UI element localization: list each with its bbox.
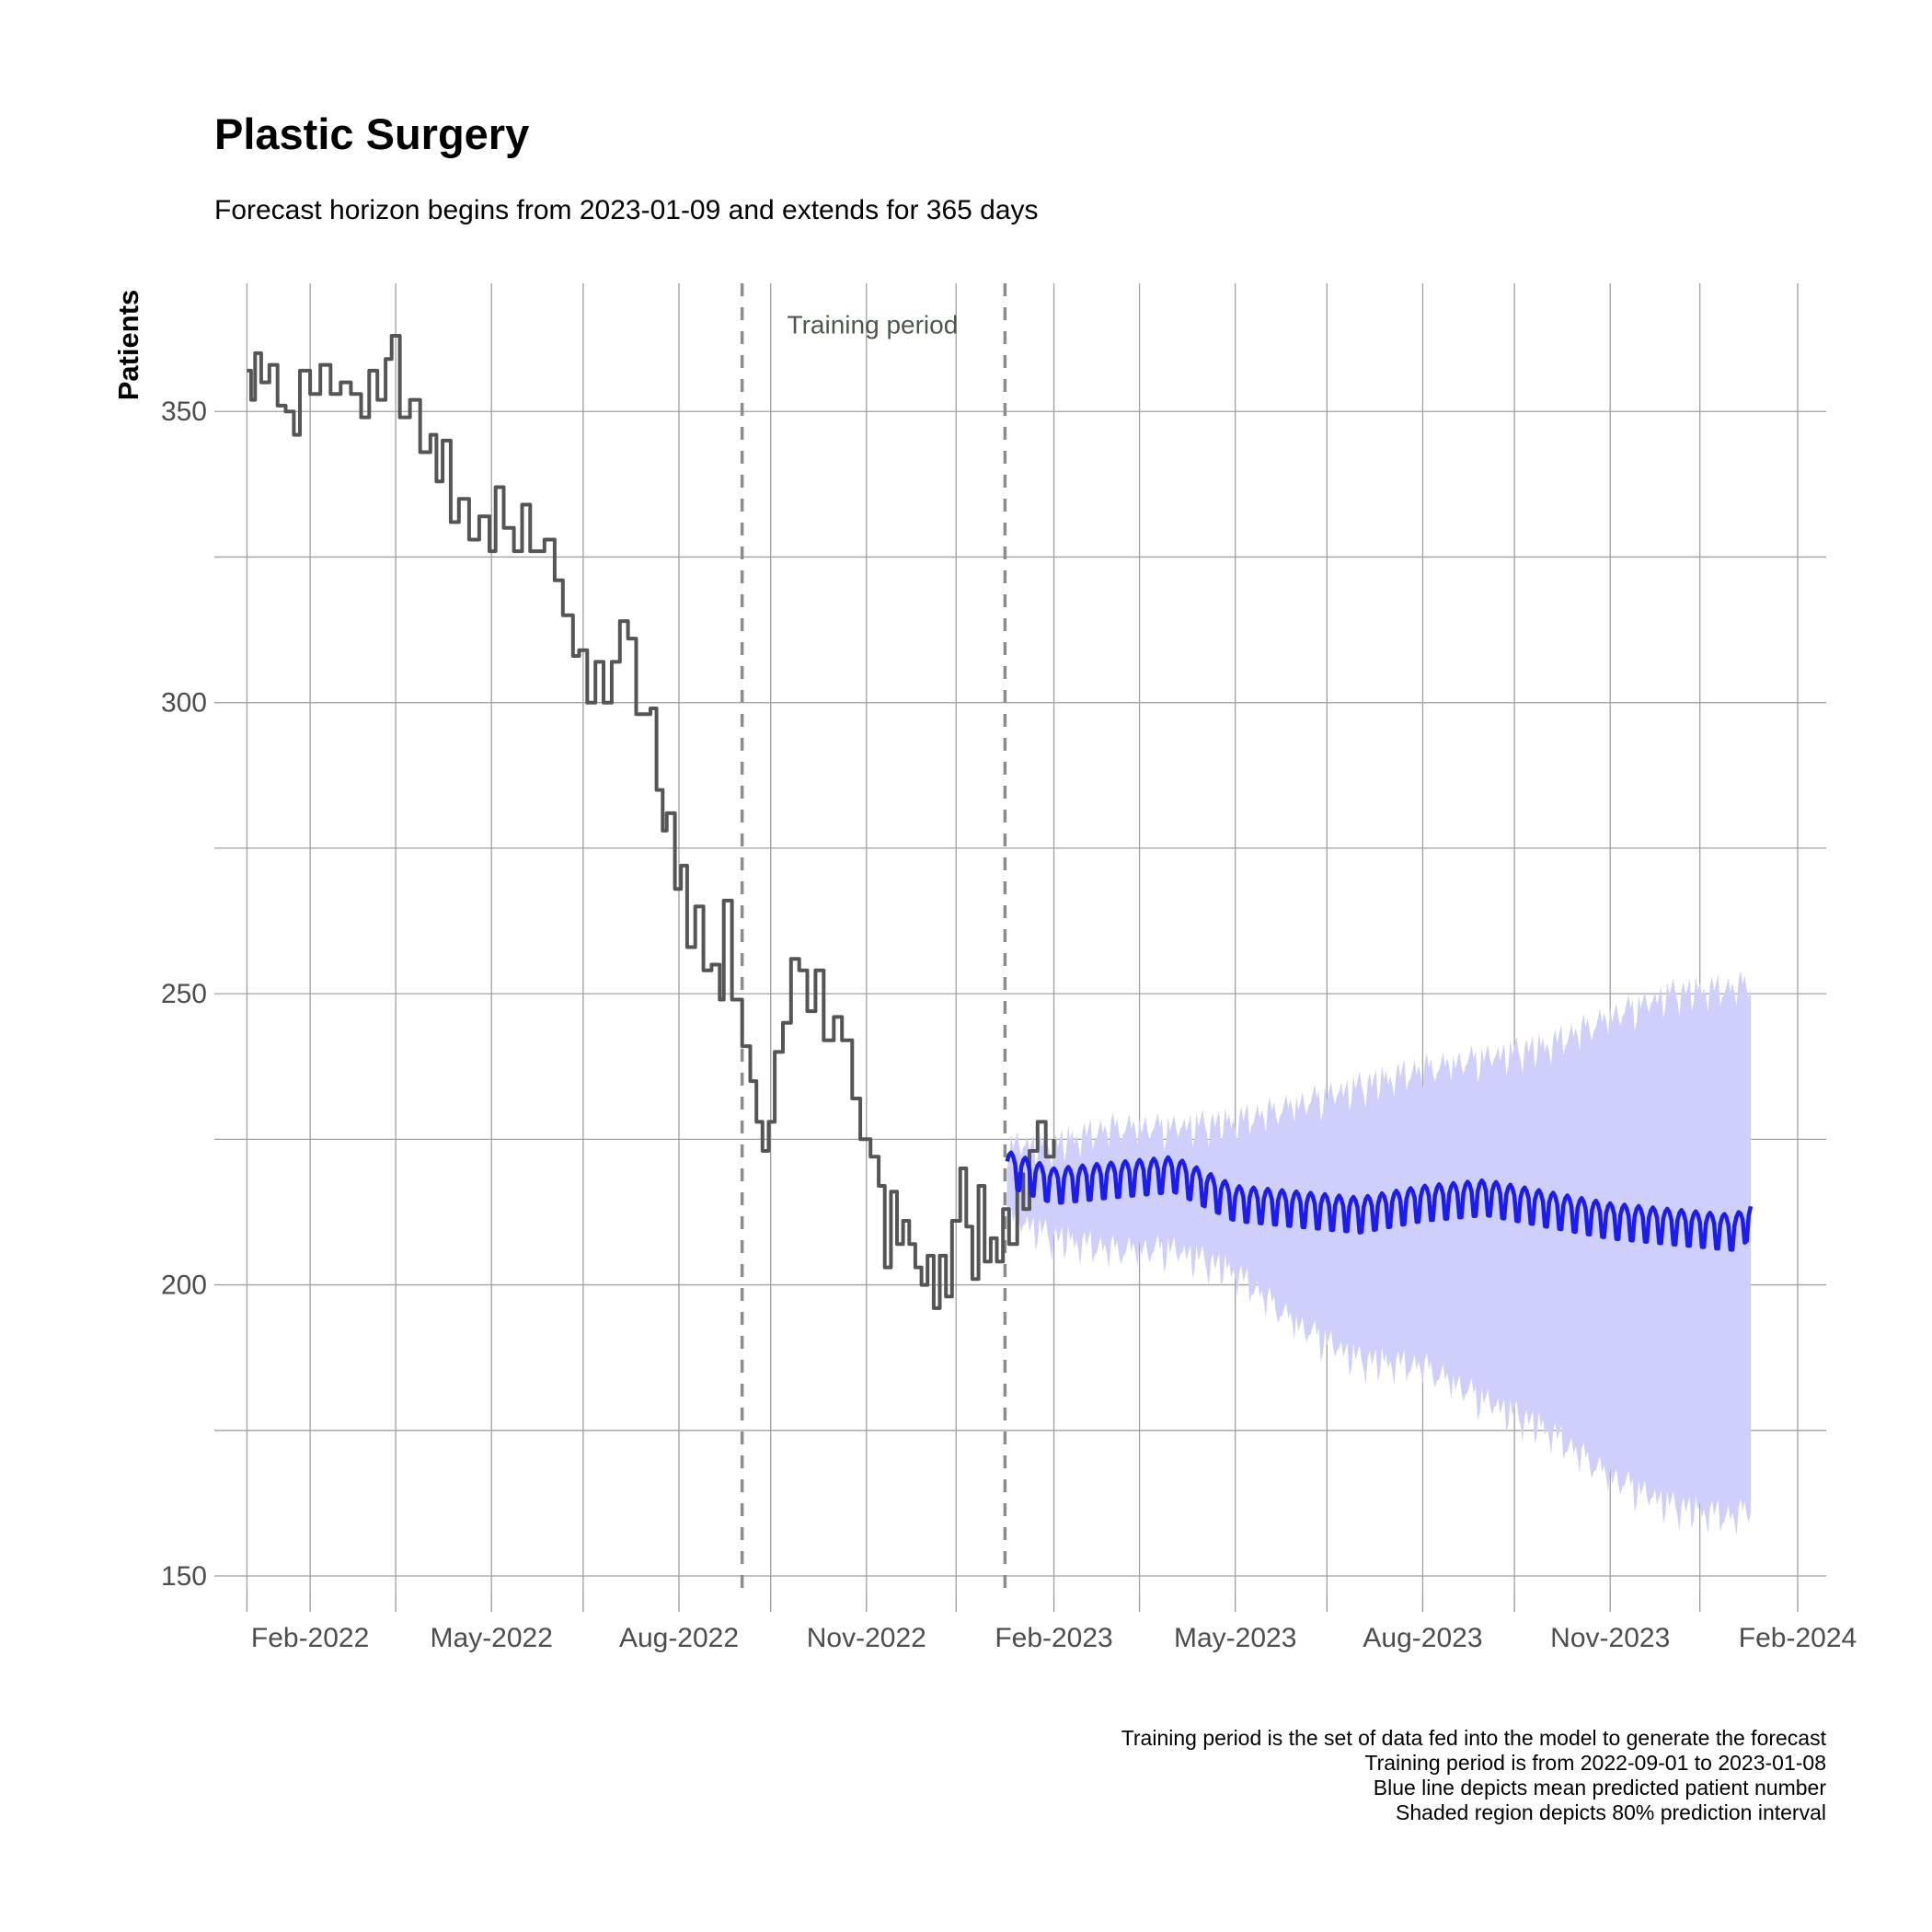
chart-caption: Training period is the set of data fed i… [1121, 1726, 1827, 1824]
series-lines [247, 334, 1754, 1310]
caption-line: Training period is from 2022-09-01 to 20… [1364, 1751, 1826, 1775]
x-tick-label: Feb-2022 [251, 1623, 369, 1653]
prediction-interval-layer [1006, 970, 1751, 1535]
grid [214, 283, 1826, 1593]
caption-line: Shaded region depicts 80% prediction int… [1396, 1800, 1826, 1824]
x-tick-label: May-2022 [431, 1623, 553, 1653]
y-axis-ticks: 150 200 250 300 350 [161, 397, 207, 1592]
y-tick-label: 250 [161, 979, 207, 1009]
y-tick-label: 150 [161, 1561, 207, 1592]
x-tick-label: Feb-2023 [995, 1623, 1112, 1653]
x-tick-label: Aug-2022 [619, 1623, 739, 1653]
x-tick-label: Feb-2024 [1739, 1623, 1857, 1653]
y-tick-label: 350 [161, 397, 207, 427]
x-tick-label: Nov-2023 [1550, 1623, 1670, 1653]
x-axis-ticks: Feb-2022 May-2022 Aug-2022 Nov-2022 Feb-2023… [246, 1593, 1857, 1653]
prediction-interval-band [1006, 970, 1751, 1535]
mean-forecast-line [1005, 1150, 1754, 1252]
training-period-lines [740, 283, 1007, 1593]
y-tick-label: 200 [161, 1271, 207, 1301]
x-tick-label: May-2023 [1174, 1623, 1296, 1653]
chart-subtitle: Forecast horizon begins from 2023-01-09 … [214, 195, 1039, 225]
y-tick-label: 300 [161, 688, 207, 719]
observed-patients-line [247, 334, 1056, 1310]
y-axis-label: Patients [112, 290, 144, 401]
annotations: Training period [788, 310, 959, 339]
training-period-label: Training period [788, 310, 959, 339]
chart-title: Plastic Surgery [214, 109, 529, 158]
caption-line: Training period is the set of data fed i… [1121, 1726, 1827, 1750]
x-tick-label: Nov-2022 [807, 1623, 926, 1653]
x-tick-label: Aug-2023 [1363, 1623, 1482, 1653]
caption-line: Blue line depicts mean predicted patient… [1374, 1776, 1827, 1800]
